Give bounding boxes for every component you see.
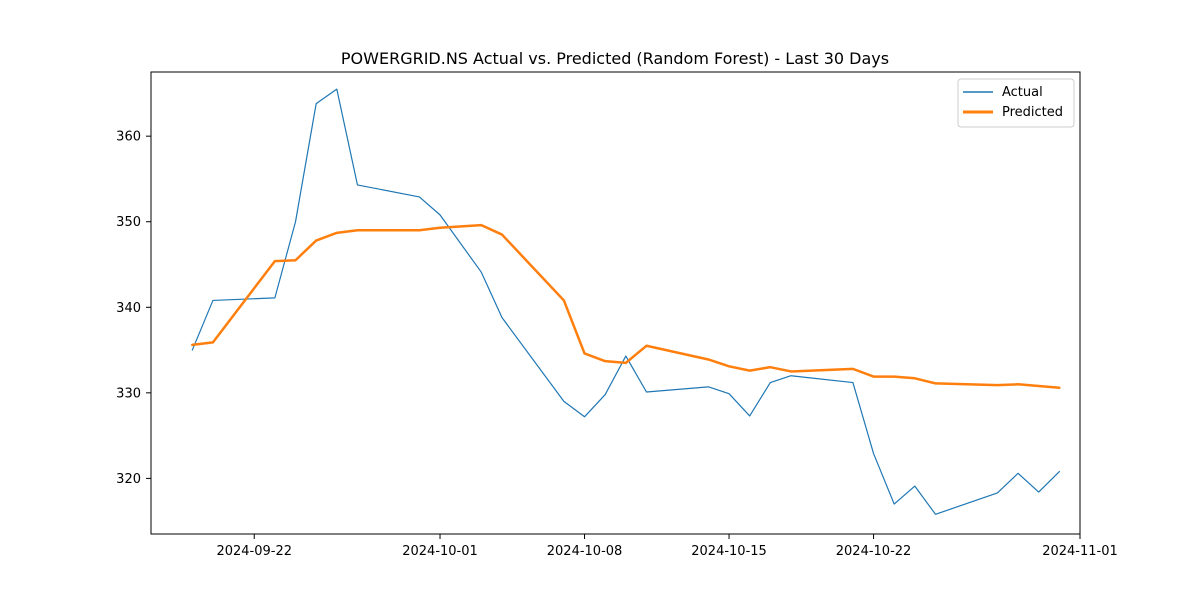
legend-label-predicted: Predicted <box>1002 105 1063 120</box>
legend-box <box>957 78 1075 128</box>
legend-label-actual: Actual <box>1002 85 1043 100</box>
x-tick-label: 2024-10-15 <box>691 544 767 559</box>
x-tick-label: 2024-09-22 <box>216 544 292 559</box>
x-tick-label: 2024-11-01 <box>1042 544 1118 559</box>
x-tick-label: 2024-10-01 <box>402 544 478 559</box>
y-tick-label: 360 <box>116 130 141 145</box>
legend: Actual Predicted <box>957 78 1075 128</box>
x-tick-label: 2024-10-08 <box>547 544 623 559</box>
series-line-actual <box>191 88 1060 515</box>
y-axis: 320 330 340 350 360 <box>116 130 151 487</box>
x-tick-label: 2024-10-22 <box>836 544 912 559</box>
x-axis: 2024-09-22 2024-10-01 2024-10-08 2024-10-15… <box>216 534 1118 559</box>
y-tick-label: 350 <box>116 215 141 230</box>
series-line-predicted <box>191 223 1061 389</box>
y-tick-label: 320 <box>116 472 141 487</box>
series-layer <box>191 88 1061 515</box>
y-tick-label: 330 <box>116 386 141 401</box>
plot-frame <box>150 71 1081 535</box>
y-tick-label: 340 <box>116 301 141 316</box>
chart-title: POWERGRID.NS Actual vs. Predicted (Rando… <box>341 49 889 68</box>
